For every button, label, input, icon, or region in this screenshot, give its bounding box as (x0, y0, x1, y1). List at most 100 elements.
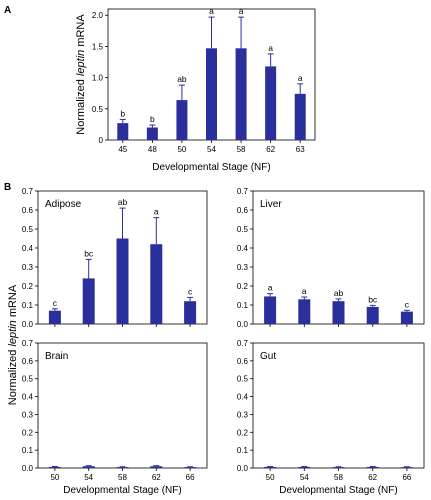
significance-label: c (188, 286, 193, 296)
significance-label: a (239, 6, 244, 16)
bar (264, 296, 277, 324)
chart-liver: 0.0 0.1 0.2 0.3 0.4 0.5 0.6 0.7 a a ab bc c Liver (237, 187, 425, 329)
bar (184, 301, 197, 324)
significance-label: a (209, 6, 214, 16)
bar (82, 466, 95, 468)
y-tick-label: 1.5 (92, 42, 104, 51)
x-tick-label: 54 (207, 145, 216, 154)
x-tick-label: 63 (296, 145, 305, 154)
x-tick-label: 58 (237, 145, 246, 154)
chart-a: 0 0.5 1.0 1.5 2.0 b 45 b 48 ab 50 a 54 a 58 a 62 a 63 Devel… (75, 6, 316, 173)
bar (116, 238, 129, 324)
x-tick-label: 54 (84, 473, 93, 482)
bar (146, 127, 158, 140)
y-tick-label: 0.6 (237, 206, 249, 215)
significance-label: ab (118, 197, 128, 207)
charts-container: 0 0.5 1.0 1.5 2.0 b 45 b 48 ab 50 a 54 a 58 a 62 a 63 Devel… (22, 6, 425, 496)
y-tick-label: 2.0 (92, 11, 104, 20)
significance-label: a (268, 283, 273, 293)
y-tick-label: 0 (99, 136, 104, 145)
y-tick-label: 0.7 (237, 187, 249, 196)
significance-label: a (154, 207, 159, 217)
y-tick-label: 0.2 (22, 428, 34, 437)
panel-title: Brain (45, 351, 68, 362)
bar (400, 467, 413, 468)
bar (48, 466, 61, 468)
panel-b-y-axis-label: Normalized leptin mRNA (7, 284, 19, 405)
x-tick-label: 58 (334, 473, 343, 482)
y-tick-label: 0.7 (22, 187, 34, 196)
bar (332, 467, 345, 468)
y-tick-label: 0.3 (237, 410, 249, 419)
y-tick-label: 0.4 (237, 393, 249, 402)
y-tick-label: 0.1 (22, 301, 34, 310)
y-tick-label: 0.1 (237, 446, 249, 455)
bar (332, 301, 345, 324)
y-tick-label: 0.7 (22, 339, 34, 348)
y-tick-label: 0.0 (237, 320, 249, 329)
x-tick-label: 50 (177, 145, 186, 154)
plot-frame (252, 342, 425, 469)
x-tick-label: 45 (118, 145, 127, 154)
x-tick-label: 54 (300, 473, 309, 482)
bar (235, 48, 247, 140)
significance-label: c (53, 298, 58, 308)
chart-gut: 0.0 0.1 0.2 0.3 0.4 0.5 0.6 0.7 50 54 58 62 66 Gut Dev… (237, 339, 425, 496)
y-tick-label: 0.6 (237, 357, 249, 366)
y-tick-label: 0.5 (22, 375, 34, 384)
panel-title: Gut (260, 351, 276, 362)
y-tick-label: 0.2 (237, 428, 249, 437)
significance-label: a (298, 73, 303, 83)
x-axis-label: Developmental Stage (NF) (279, 485, 397, 496)
y-tick-label: 0.2 (22, 282, 34, 291)
y-tick-label: 0.4 (22, 393, 34, 402)
y-tick-label: 0.4 (22, 244, 34, 253)
x-axis-label: Developmental Stage (NF) (152, 162, 270, 173)
x-tick-label: 66 (402, 473, 411, 482)
y-tick-label: 0.5 (237, 375, 249, 384)
x-axis-label: Developmental Stage (NF) (63, 485, 181, 496)
bar (366, 306, 379, 324)
x-tick-label: 50 (50, 473, 59, 482)
significance-label: bc (368, 294, 378, 304)
significance-label: b (150, 114, 155, 124)
bar (176, 100, 188, 140)
bar (117, 123, 129, 140)
x-tick-label: 62 (368, 473, 377, 482)
bar (82, 278, 95, 324)
chart-adipose: 0.0 0.1 0.2 0.3 0.4 0.5 0.6 0.7 c bc ab a c Adipose (22, 187, 208, 329)
x-tick-label: 50 (266, 473, 275, 482)
significance-label: b (120, 108, 125, 118)
bar (366, 466, 379, 468)
y-tick-label: 0.3 (22, 263, 34, 272)
bar (206, 48, 217, 140)
x-tick-label: 58 (118, 473, 127, 482)
y-tick-label: 1.0 (92, 74, 104, 83)
bar (150, 466, 163, 468)
bar (298, 466, 311, 468)
y-tick-label: 0.7 (237, 339, 249, 348)
significance-label: bc (84, 248, 94, 258)
x-tick-label: 62 (152, 473, 161, 482)
significance-label: ab (334, 288, 344, 298)
y-tick-label: 0.1 (22, 446, 34, 455)
y-axis-label: Normalized leptin mRNA (75, 14, 87, 135)
bar (400, 311, 413, 324)
panel-letter-b: B (4, 182, 11, 193)
bar (294, 93, 306, 140)
significance-label: c (405, 299, 410, 309)
y-tick-label: 0.4 (237, 244, 249, 253)
y-tick-label: 0.5 (237, 225, 249, 234)
y-tick-label: 0.3 (22, 410, 34, 419)
y-tick-label: 0.0 (237, 464, 249, 473)
bar (48, 310, 61, 324)
y-tick-label: 0.3 (237, 263, 249, 272)
bar (116, 467, 129, 468)
bar (150, 244, 163, 324)
y-tick-label: 0.5 (92, 105, 104, 114)
y-tick-label: 0.6 (22, 206, 34, 215)
significance-label: a (268, 43, 273, 53)
chart-brain: 0.0 0.1 0.2 0.3 0.4 0.5 0.6 0.7 50 54 58 62 66 Brain D… (22, 339, 208, 496)
y-tick-label: 0.0 (22, 320, 34, 329)
x-tick-label: 66 (186, 473, 195, 482)
